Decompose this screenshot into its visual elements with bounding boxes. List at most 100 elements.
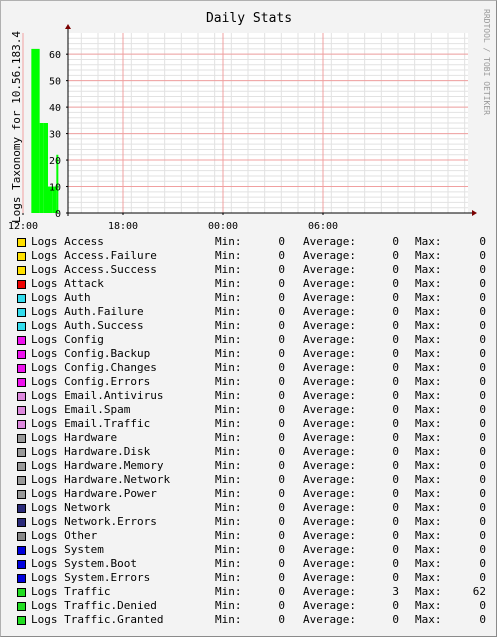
legend-max-value: 0 (479, 403, 486, 416)
x-tick-label: 00:00 (208, 221, 238, 232)
legend-color-swatch (17, 532, 26, 541)
legend-max-label: Max: (415, 361, 442, 374)
legend-min-label: Min: (215, 431, 242, 444)
legend-color-swatch (17, 434, 26, 443)
legend-max-label: Max: (415, 613, 442, 626)
legend-row: Logs System.Boot Min: 0 Average: 0 Max: 0 (1, 557, 497, 571)
legend-series-name: Logs System.Boot (31, 557, 137, 570)
legend-max-value: 0 (479, 543, 486, 556)
legend-series-name: Logs Traffic.Granted (31, 613, 164, 626)
y-tick-label: 20 (49, 156, 61, 167)
legend-min-value: 0 (278, 529, 285, 542)
legend-color-swatch (17, 280, 26, 289)
legend-average-value: 0 (392, 249, 399, 262)
legend-average-value: 0 (392, 613, 399, 626)
y-tick-label: 10 (49, 183, 61, 194)
legend-average-label: Average: (303, 571, 356, 584)
legend-average-value: 0 (392, 473, 399, 486)
legend-min-label: Min: (215, 389, 242, 402)
legend-average-value: 0 (392, 501, 399, 514)
legend-color-swatch (17, 462, 26, 471)
legend-series-name: Logs Config.Errors (31, 375, 151, 388)
legend-max-label: Max: (415, 585, 442, 598)
legend-min-label: Min: (215, 403, 242, 416)
legend-row: Logs Email.Antivirus Min: 0 Average: 0 Max: 0 (1, 389, 497, 403)
legend-row: Logs Access.Success Min: 0 Average: 0 Max: 0 (1, 263, 497, 277)
legend-average-value: 0 (392, 277, 399, 290)
y-tick-label: 50 (49, 77, 61, 88)
legend-row: Logs Network.Errors Min: 0 Average: 0 Max: 0 (1, 515, 497, 529)
legend-color-swatch (17, 588, 26, 597)
legend-row: Logs Config.Backup Min: 0 Average: 0 Max: 0 (1, 347, 497, 361)
legend-max-label: Max: (415, 319, 442, 332)
legend-min-label: Min: (215, 291, 242, 304)
legend-row: Logs Other Min: 0 Average: 0 Max: 0 (1, 529, 497, 543)
legend-series-name: Logs Config (31, 333, 104, 346)
traffic-area-step (56, 154, 59, 213)
legend-min-value: 0 (278, 599, 285, 612)
legend-color-swatch (17, 238, 26, 247)
legend-min-value: 0 (278, 347, 285, 360)
legend-row: Logs Auth Min: 0 Average: 0 Max: 0 (1, 291, 497, 305)
data-marks (31, 48, 59, 213)
legend-min-value: 0 (278, 277, 285, 290)
legend-average-value: 0 (392, 291, 399, 304)
legend-max-label: Max: (415, 515, 442, 528)
legend-average-value: 0 (392, 389, 399, 402)
legend-average-value: 0 (392, 459, 399, 472)
legend-color-swatch (17, 574, 26, 583)
y-tick-label: 40 (49, 103, 61, 114)
legend-min-label: Min: (215, 459, 242, 472)
legend-max-label: Max: (415, 403, 442, 416)
legend-min-value: 0 (278, 515, 285, 528)
legend-row: Logs Traffic.Denied Min: 0 Average: 0 Max: 0 (1, 599, 497, 613)
legend-average-value: 0 (392, 529, 399, 542)
legend-row: Logs Auth.Success Min: 0 Average: 0 Max: 0 (1, 319, 497, 333)
legend-color-swatch (17, 490, 26, 499)
legend-average-value: 0 (392, 571, 399, 584)
traffic-area-step (48, 186, 53, 213)
legend-color-swatch (17, 322, 26, 331)
legend-max-label: Max: (415, 487, 442, 500)
legend-row: Logs Email.Traffic Min: 0 Average: 0 Max: 0 (1, 417, 497, 431)
legend-average-value: 0 (392, 319, 399, 332)
legend-average-label: Average: (303, 305, 356, 318)
legend-max-value: 0 (479, 389, 486, 402)
legend-min-value: 0 (278, 319, 285, 332)
legend-average-value: 3 (392, 585, 399, 598)
legend-max-label: Max: (415, 431, 442, 444)
legend-max-value: 0 (479, 473, 486, 486)
x-tick-label: 06:00 (308, 221, 338, 232)
legend-average-label: Average: (303, 417, 356, 430)
rrdtool-watermark: RRDTOOL / TOBI OETIKER (482, 9, 491, 115)
legend-average-value: 0 (392, 515, 399, 528)
axes (22, 24, 477, 216)
legend-min-value: 0 (278, 361, 285, 374)
legend-series-name: Logs Access.Failure (31, 249, 157, 262)
legend-series-name: Logs Hardware (31, 431, 118, 444)
legend-series-name: Logs Config.Changes (31, 361, 157, 374)
legend-row: Logs Auth.Failure Min: 0 Average: 0 Max: 0 (1, 305, 497, 319)
legend-max-value: 0 (479, 375, 486, 388)
legend-series-name: Logs Other (31, 529, 98, 542)
legend-max-value: 0 (479, 445, 486, 458)
legend-min-label: Min: (215, 543, 242, 556)
legend-series-name: Logs Hardware.Power (31, 487, 157, 500)
legend-max-value: 0 (479, 305, 486, 318)
legend-min-label: Min: (215, 305, 242, 318)
legend-min-value: 0 (278, 459, 285, 472)
legend-color-swatch (17, 546, 26, 555)
legend-color-swatch (17, 350, 26, 359)
legend-max-value: 0 (479, 291, 486, 304)
legend-min-value: 0 (278, 585, 285, 598)
legend-min-value: 0 (278, 375, 285, 388)
legend-max-label: Max: (415, 417, 442, 430)
legend-max-value: 0 (479, 319, 486, 332)
legend-max-value: 62 (472, 585, 486, 598)
legend-series-name: Logs System (31, 543, 104, 556)
legend-average-value: 0 (392, 431, 399, 444)
legend-average-value: 0 (392, 361, 399, 374)
legend-min-value: 0 (278, 305, 285, 318)
x-tick-label: 12:00 (8, 221, 38, 232)
legend-min-value: 0 (278, 333, 285, 346)
